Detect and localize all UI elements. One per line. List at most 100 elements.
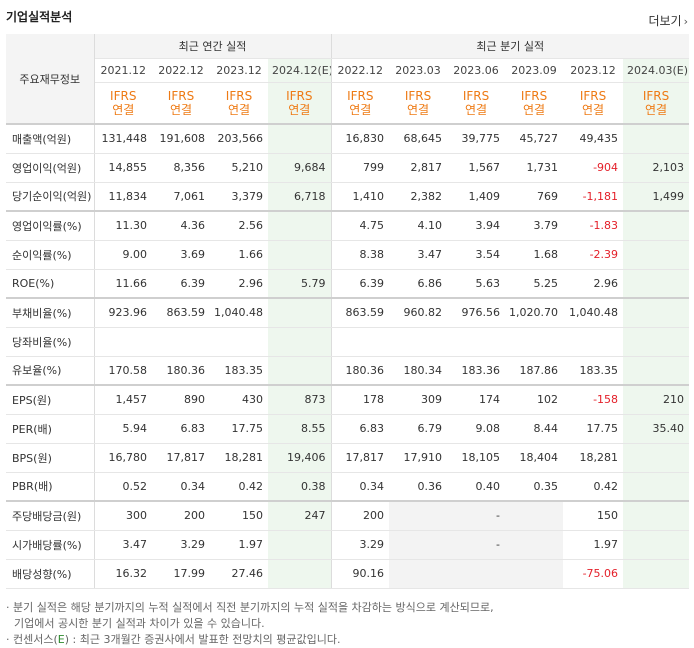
quarter-value-cell (623, 123, 690, 154)
quarter-value-cell: 863.59 (330, 297, 390, 328)
quarter-value-cell: 45,727 (505, 123, 564, 154)
annual-value-cell: 5.79 (268, 269, 332, 299)
period-header: 2021.12 (94, 58, 152, 83)
basis-consolidation: 연결 (522, 102, 546, 117)
basis-header: IFRS 연결 (94, 82, 152, 125)
quarter-value-cell: 3.47 (389, 240, 448, 270)
quarter-value-cell: 6.79 (389, 414, 448, 444)
quarter-value-cell (505, 327, 564, 357)
table-row: 영업이익(억원) 14,855 8,356 5,210 9,684 799 2,817 1,5… (6, 153, 690, 183)
annual-value-cell: 3.69 (152, 240, 210, 270)
quarter-value-cell: -1.83 (563, 210, 624, 241)
annual-value-cell: 2.56 (210, 210, 268, 241)
quarter-value-cell: 18,281 (563, 443, 624, 473)
quarter-value-cell: - (447, 530, 506, 560)
annual-value-cell (268, 123, 332, 154)
annual-value-cell: 11.66 (94, 269, 152, 299)
row-label: 유보율(%) (6, 356, 95, 386)
annual-value-cell: 17,817 (152, 443, 210, 473)
table-row: 시가배당률(%) 3.47 3.29 1.97 3.29-1.97 (6, 530, 690, 560)
table-row: 순이익률(%) 9.00 3.69 1.66 8.38 3.47 3.54 1.68 -2.39 (6, 240, 690, 270)
annual-value-cell: 9.00 (94, 240, 152, 270)
quarter-value-cell: 16,830 (330, 123, 390, 154)
quarter-value-cell: 0.36 (389, 472, 448, 502)
table-row: 주당배당금(원) 300 200 150 247 200-150 (6, 500, 690, 531)
quarter-value-cell: 18,404 (505, 443, 564, 473)
quarter-value-cell: 1,020.70 (505, 297, 564, 328)
basis-standard: IFRS (286, 88, 313, 103)
basis-standard: IFRS (404, 88, 432, 103)
basis-consolidation: 연결 (406, 102, 430, 117)
quarter-value-cell: -158 (563, 384, 624, 415)
table-row: BPS(원) 16,780 17,817 18,281 19,406 17,817 17,9… (6, 443, 690, 473)
quarter-value-cell: 3.94 (447, 210, 506, 241)
quarter-value-cell: 4.75 (330, 210, 390, 241)
annual-value-cell: 0.52 (94, 472, 152, 502)
quarter-value-cell (389, 559, 448, 589)
row-label: 당기순이익(억원) (6, 182, 95, 212)
quarter-value-cell: 1,567 (447, 153, 506, 183)
annual-value-cell: 0.38 (268, 472, 332, 502)
period-header: 2023.03 (389, 58, 448, 83)
basis-header: IFRS 연결 (623, 82, 690, 125)
quarter-value-cell (623, 327, 690, 357)
quarter-value-cell: 1,731 (505, 153, 564, 183)
basis-standard: IFRS (579, 88, 607, 103)
basis-header-row: IFRS 연결 IFRS 연결 IFRS 연결 IFRS 연결 IFRS 연결 IFRS 연결 IFRS… (6, 82, 690, 125)
basis-consolidation: 연결 (644, 102, 668, 117)
annual-value-cell: 14,855 (94, 153, 152, 183)
quarter-value-cell: 180.36 (330, 356, 390, 386)
annual-value-cell: 3,379 (210, 182, 268, 212)
annual-value-cell: 11.30 (94, 210, 152, 241)
quarter-value-cell (505, 530, 564, 560)
basis-header: IFRS 연결 (210, 82, 268, 125)
annual-value-cell (268, 297, 332, 328)
quarter-value-cell (505, 559, 564, 589)
quarter-value-cell (623, 443, 690, 473)
annual-value-cell: 300 (94, 500, 152, 531)
quarter-value-cell: 4.10 (389, 210, 448, 241)
quarter-value-cell: 799 (330, 153, 390, 183)
quarter-value-cell (623, 269, 690, 299)
footnote-consensus-e: E (57, 633, 65, 646)
annual-value-cell: 3.47 (94, 530, 152, 560)
quarter-value-cell: 183.35 (563, 356, 624, 386)
annual-value-cell: 9,684 (268, 153, 332, 183)
quarter-value-cell: 3.29 (330, 530, 390, 560)
basis-header: IFRS 연결 (330, 82, 390, 125)
quarter-value-cell: 5.25 (505, 269, 564, 299)
quarter-value-cell: - (447, 500, 506, 531)
basis-consolidation: 연결 (288, 102, 311, 117)
quarter-value-cell: 200 (330, 500, 390, 531)
quarter-value-cell (623, 356, 690, 386)
quarter-value-cell: 183.36 (447, 356, 506, 386)
quarter-value-cell: 2,817 (389, 153, 448, 183)
basis-header: IFRS 연결 (152, 82, 210, 125)
table-row: 유보율(%) 170.58 180.36 183.35 180.36 180.34 183.… (6, 356, 690, 386)
row-label: 배당성향(%) (6, 559, 95, 589)
quarter-value-cell: 1,499 (623, 182, 690, 212)
quarter-value-cell: 976.56 (447, 297, 506, 328)
annual-value-cell: 6,718 (268, 182, 332, 212)
annual-value-cell: 5.94 (94, 414, 152, 444)
quarter-value-cell: 0.35 (505, 472, 564, 502)
quarter-value-cell: 17.75 (563, 414, 624, 444)
quarter-value-cell: 6.86 (389, 269, 448, 299)
basis-header: IFRS 연결 (389, 82, 448, 125)
annual-value-cell: 183.35 (210, 356, 268, 386)
row-label: 순이익률(%) (6, 240, 95, 270)
basis-standard: IFRS (462, 88, 490, 103)
quarter-value-cell: 2,382 (389, 182, 448, 212)
quarter-value-cell (623, 530, 690, 560)
quarter-value-cell: 1.97 (563, 530, 624, 560)
panel-title: 기업실적분석 (6, 10, 73, 24)
quarter-value-cell: 17,910 (389, 443, 448, 473)
row-label: 부채비율(%) (6, 297, 95, 328)
chevron-right-icon: › (683, 15, 688, 28)
annual-value-cell: 1,457 (94, 384, 152, 415)
annual-value-cell (268, 327, 332, 357)
annual-value-cell (268, 240, 332, 270)
period-header: 2023.09 (505, 58, 564, 83)
more-link[interactable]: 더보기 › (648, 12, 688, 29)
table-row: PBR(배) 0.52 0.34 0.42 0.38 0.34 0.36 0.40 0.35 0.… (6, 472, 690, 502)
